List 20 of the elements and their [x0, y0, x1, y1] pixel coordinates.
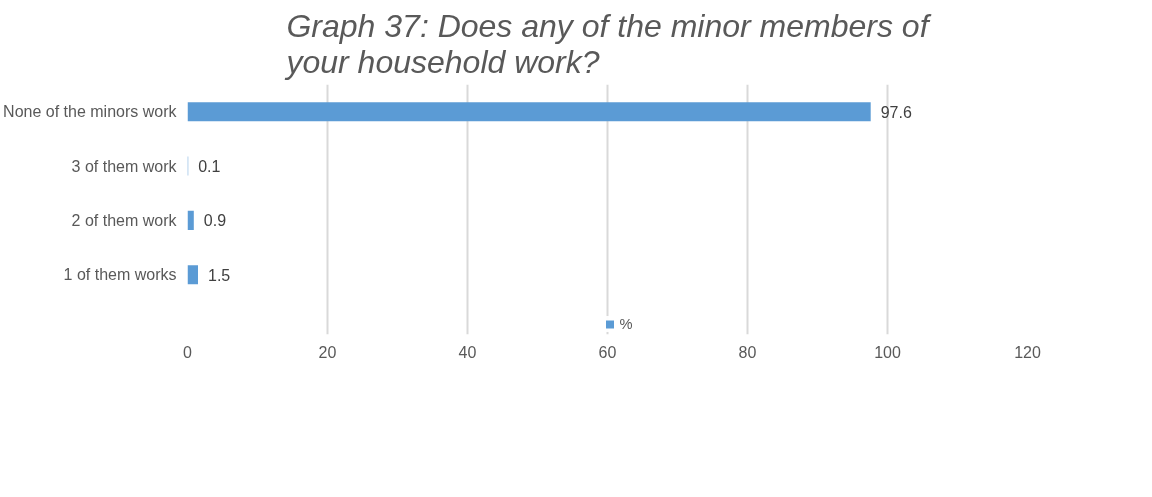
- y-tick-label: 2 of them work: [71, 211, 178, 229]
- data-label: 0.1: [198, 158, 221, 176]
- data-label: 1.5: [208, 266, 231, 284]
- data-label: 97.6: [880, 103, 912, 121]
- x-tick-label: 80: [738, 343, 757, 361]
- x-tick-label: 120: [1014, 343, 1041, 361]
- x-tick-label: 60: [598, 343, 617, 361]
- data-label: 0.9: [203, 212, 227, 230]
- x-tick-label: 0: [183, 343, 193, 361]
- y-tick-label: 3 of them work: [71, 157, 178, 175]
- bar: [187, 265, 198, 285]
- x-tick-label: 40: [458, 343, 477, 361]
- y-tick-label: 1 of them works: [63, 266, 177, 284]
- legend-label: %: [619, 316, 634, 332]
- bar: [187, 102, 871, 122]
- x-tick-label: 20: [318, 343, 337, 361]
- bar: [187, 210, 194, 230]
- x-tick-label: 100: [874, 343, 901, 361]
- chart-title: Graph 37: Does any of the minor members of your household work?: [284, 7, 932, 80]
- y-tick-label: None of the minors work: [3, 103, 178, 121]
